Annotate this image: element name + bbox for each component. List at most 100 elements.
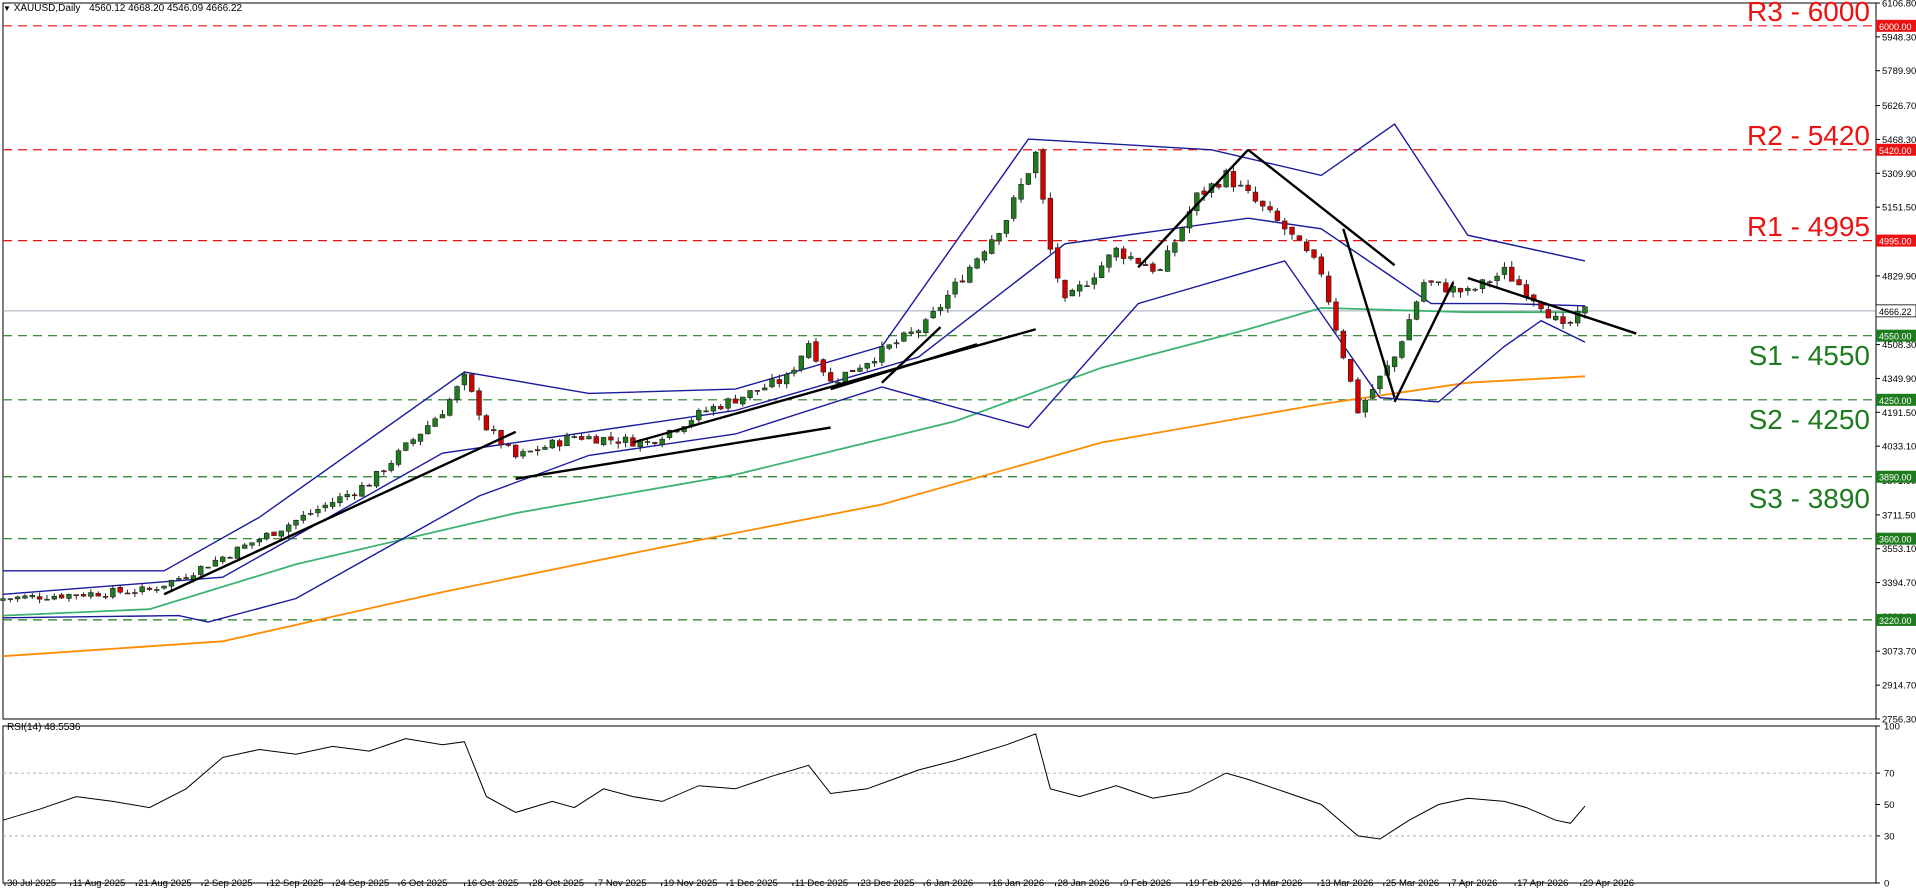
candle-bull: [703, 410, 709, 413]
x-tick-label: 11 Dec 2025: [795, 878, 848, 888]
candle-bull: [571, 436, 577, 438]
candle-bear: [1142, 264, 1149, 267]
y-tick-label: 4829.90: [1882, 271, 1916, 282]
candle-bull: [88, 592, 94, 597]
candle-bull: [198, 566, 204, 575]
trendline-3: [632, 328, 1037, 444]
main-panel-frame: [2, 2, 1877, 720]
x-tick-label: 2 Sep 2025: [204, 878, 253, 888]
candle-bull: [249, 542, 255, 546]
candle-bear: [271, 531, 277, 536]
y-tick-label: 4033.10: [1882, 442, 1916, 453]
level-tag-3890.00: 3890.00: [1879, 473, 1912, 483]
candle-bull: [996, 233, 1002, 242]
candle-bull: [564, 435, 570, 447]
candle-bear: [820, 359, 826, 373]
candle-bull: [425, 425, 431, 435]
candle-bear: [593, 436, 599, 444]
candle-bear: [183, 577, 189, 579]
level-tag-bg-5420.00: [1876, 143, 1916, 156]
candle-bear: [1311, 249, 1317, 258]
candle-bear: [505, 444, 512, 446]
candle-bull: [893, 342, 900, 345]
level-label-support: S2 - 4250: [1748, 403, 1870, 435]
trendline-0: [163, 430, 517, 596]
moving-average-1: [2, 375, 1586, 658]
candle-bull: [454, 386, 460, 400]
rsi-line: [2, 733, 1586, 840]
moving-average-0: [2, 306, 1585, 617]
candle-bear: [578, 436, 585, 440]
candle-bull: [44, 598, 50, 601]
candle-bull: [1018, 184, 1024, 200]
candle-bull: [439, 414, 446, 419]
candle-bear: [1545, 309, 1552, 319]
candle-bear: [351, 494, 358, 497]
candle-bull: [762, 387, 768, 391]
candle-bull: [14, 596, 21, 600]
candle-bull: [51, 595, 57, 600]
candle-bear: [36, 596, 43, 600]
candle-bear: [608, 436, 614, 441]
candle-bull: [725, 398, 731, 409]
candle-bull: [930, 311, 936, 319]
candle-bull: [937, 307, 944, 311]
level-tag-4250.00: 4250.00: [1879, 396, 1912, 406]
candle-bull: [945, 294, 951, 309]
level-tag-3600.00: 3600.00: [1879, 535, 1912, 545]
rsi-y-tick-label: 0: [1884, 879, 1889, 889]
trendline-1: [515, 426, 831, 481]
level-tag-5420.00: 5420.00: [1879, 146, 1912, 156]
y-tick-label: 5626.70: [1882, 101, 1916, 112]
candle-bull: [974, 258, 980, 269]
candle-bull: [337, 496, 343, 504]
x-tick-label: 7 Apr 2026: [1451, 878, 1497, 888]
rsi-y-tick-label: 30: [1884, 831, 1895, 842]
candle-bull: [864, 363, 870, 369]
candle-bear: [146, 587, 153, 590]
candle-bull: [29, 595, 35, 598]
candle-bear: [1355, 379, 1361, 414]
candle-bull: [600, 437, 607, 445]
candle-bull: [1501, 266, 1508, 275]
trendline-7: [1342, 228, 1396, 399]
candle-bear: [1457, 287, 1464, 293]
candle-bull: [322, 504, 328, 509]
candle-bull: [908, 331, 914, 334]
candle-bull: [871, 361, 878, 364]
candle-bear: [1325, 275, 1332, 303]
candle-bull: [432, 418, 438, 427]
candle-bear: [366, 484, 372, 487]
level-label-resistance: R3 - 6000: [1747, 0, 1870, 27]
candle-bear: [1289, 226, 1295, 235]
rsi-y-tick-label: 70: [1884, 769, 1895, 780]
candle-bear: [1062, 279, 1068, 299]
trendline-8: [1393, 281, 1455, 403]
x-tick-label: 28 Oct 2025: [532, 878, 584, 888]
y-tick-label: 5948.30: [1882, 32, 1916, 43]
candle-bull: [769, 378, 775, 388]
candle-bull: [1238, 184, 1244, 187]
candle-bull: [285, 524, 292, 532]
x-tick-label: 25 Mar 2026: [1386, 878, 1439, 888]
candle-bull: [1406, 319, 1412, 341]
level-tag-3220.00: 3220.00: [1879, 616, 1912, 626]
candle-bull: [1399, 341, 1405, 358]
candle-bull: [952, 281, 958, 295]
candle-bull: [1391, 356, 1398, 368]
candle-bear: [1120, 248, 1127, 259]
collapse-triangle-icon[interactable]: ▼: [3, 4, 11, 13]
rsi-panel-frame: [2, 725, 1877, 884]
x-tick-label: 6 Jan 2026: [926, 878, 973, 888]
candle-bull: [395, 450, 402, 465]
candle-bull: [1377, 375, 1383, 390]
candle-bull: [461, 373, 468, 386]
candle-bull: [344, 494, 350, 498]
level-label-support: S1 - 4550: [1748, 339, 1870, 371]
candle-bear: [849, 369, 856, 373]
current-price-tag: 4666.22: [1879, 307, 1912, 317]
candle-bull: [1069, 289, 1075, 297]
candle-bear: [1252, 191, 1259, 202]
